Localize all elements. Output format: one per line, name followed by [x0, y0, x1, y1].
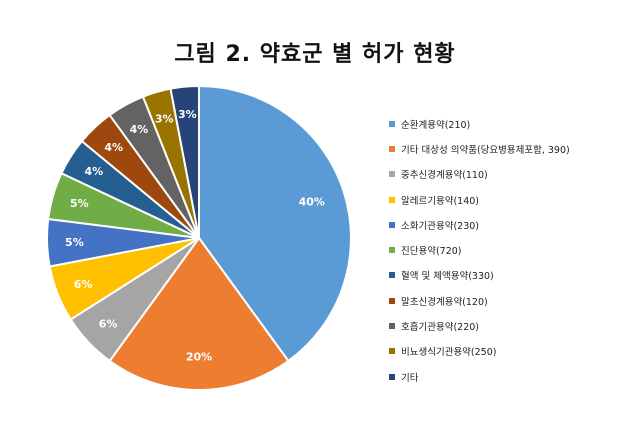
legend-label: 중추신경계용약(110): [401, 170, 488, 182]
pie-data-labels: 40%20%6%6%5%5%4%4%4%3% 3%: [65, 108, 325, 364]
legend-swatch: [389, 323, 395, 330]
pie-slices: [46, 84, 352, 391]
legend-swatch: [389, 145, 395, 152]
slice-percent-label: 6%: [74, 278, 93, 291]
legend-label: 말초신경계용약(120): [401, 296, 488, 308]
legend-label: 순환계용약(210): [401, 119, 471, 131]
slice-percent-label: 5%: [65, 236, 84, 249]
slice-percent-label: 40%: [299, 195, 325, 208]
slice-percent-label: 6%: [99, 317, 118, 330]
legend-label: 진단용약(720): [401, 246, 462, 258]
slice-percent-label: 5%: [70, 197, 89, 210]
legend-item: 기타 대상성 의약품(당요병용제포함, 390): [389, 136, 625, 161]
legend-label: 혈액 및 체액용약(330): [401, 271, 494, 283]
legend-item: 호흡기관용약(220): [389, 313, 625, 338]
slice-percent-label: 4%: [84, 165, 103, 178]
pie-slice: [108, 236, 290, 391]
legend-swatch: [389, 171, 395, 178]
slice-percent-label: 4%: [104, 141, 123, 154]
legend-label: 기타: [401, 372, 419, 384]
legend-item: 말초신경계용약(120): [389, 288, 625, 313]
legend-swatch: [389, 272, 395, 279]
legend-swatch: [389, 373, 395, 380]
legend-item: 비뇨생식기관용약(250): [389, 339, 625, 364]
legend-swatch: [389, 120, 395, 127]
chart-title: 그림 2. 약효군 별 허가 현황: [174, 42, 456, 67]
legend-swatch: [389, 221, 395, 228]
legend-swatch: [389, 297, 395, 304]
chart-legend: 순환계용약(210) 기타 대상성 의약품(당요병용제포함, 390) 중추신경계용…: [389, 111, 625, 389]
legend-swatch: [389, 196, 395, 203]
legend-swatch: [389, 247, 395, 254]
legend-swatch: [389, 348, 395, 355]
slice-percent-label: 4%: [130, 123, 149, 136]
legend-label: 비뇨생식기관용약(250): [401, 347, 497, 359]
slice-percent-label: 20%: [186, 351, 212, 364]
legend-item: 알레르기용약(140): [389, 187, 625, 212]
legend-label: 알레르기용약(140): [401, 195, 479, 207]
legend-item: 기타: [389, 364, 625, 389]
legend-label: 소화기관용약(230): [401, 220, 479, 232]
pie-slice: [169, 84, 200, 239]
slice-percent-label: 3%: [155, 112, 174, 125]
legend-label: 기타 대상성 의약품(당요병용제포함, 390): [401, 144, 570, 156]
legend-item: 중추신경계용약(110): [389, 162, 625, 187]
legend-item: 순환계용약(210): [389, 111, 625, 136]
legend-item: 진단용약(720): [389, 237, 625, 262]
legend-label: 호흡기관용약(220): [401, 322, 479, 334]
slice-percent-label: 3%: [178, 108, 197, 121]
pie-slice: [198, 84, 352, 363]
legend-item: 소화기관용약(230): [389, 212, 625, 237]
legend-item: 혈액 및 체액용약(330): [389, 263, 625, 288]
